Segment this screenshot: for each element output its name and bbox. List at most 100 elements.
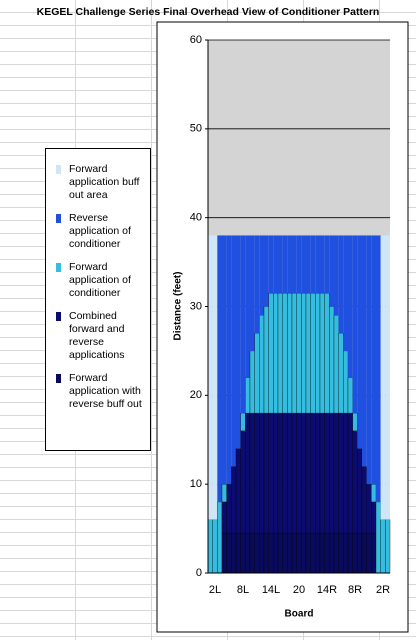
bar-segment bbox=[315, 235, 320, 294]
bar-segment bbox=[375, 501, 381, 574]
bar-segment bbox=[249, 412, 255, 534]
bar-segment bbox=[352, 412, 358, 432]
bar-segment bbox=[217, 501, 223, 574]
y-tick-label: 40 bbox=[190, 212, 202, 224]
bar-segment bbox=[287, 412, 293, 534]
bar-segment bbox=[245, 412, 251, 534]
legend: Forward application buff out area Reverse… bbox=[45, 148, 151, 451]
y-tick-label: 50 bbox=[190, 123, 202, 135]
bar-segment bbox=[338, 235, 344, 334]
bar-segment bbox=[259, 235, 264, 316]
bar-segment bbox=[352, 532, 358, 574]
bar-segment bbox=[282, 532, 288, 574]
bar-segment bbox=[352, 235, 358, 414]
legend-swatch bbox=[56, 374, 61, 383]
bar-segment bbox=[278, 235, 283, 294]
bar-segment bbox=[268, 532, 274, 574]
bar-segment bbox=[263, 412, 269, 534]
bar-segment bbox=[319, 412, 325, 534]
bar-segment bbox=[324, 292, 330, 414]
bar-segment bbox=[343, 412, 349, 534]
bar-segment bbox=[371, 501, 377, 534]
bar-segment bbox=[250, 235, 255, 351]
bar-segment bbox=[291, 292, 297, 414]
bar-segment bbox=[254, 332, 260, 414]
legend-swatch bbox=[56, 214, 61, 223]
bar-segment bbox=[305, 412, 311, 534]
bar-segment bbox=[320, 235, 325, 294]
x-tick-label: 2R bbox=[376, 584, 390, 596]
bar-segment bbox=[338, 332, 344, 414]
bar-segment bbox=[259, 315, 265, 414]
bar-segment bbox=[221, 532, 227, 574]
chart-title: KEGEL Challenge Series Final Overhead Vi… bbox=[37, 6, 380, 18]
bar-segment bbox=[333, 315, 339, 414]
x-tick-label: 14L bbox=[262, 584, 280, 596]
legend-item: Forward application of conditioner bbox=[52, 261, 146, 300]
legend-swatch bbox=[56, 263, 61, 272]
bar-segment bbox=[315, 412, 321, 534]
legend-swatch bbox=[56, 312, 61, 321]
x-tick-label: 8R bbox=[348, 584, 362, 596]
bar-segment bbox=[236, 235, 241, 449]
bar-segment bbox=[376, 235, 381, 502]
bar-segment bbox=[385, 235, 390, 520]
legend-swatch bbox=[56, 165, 61, 174]
x-tick-label: 8L bbox=[237, 584, 249, 596]
bar-segment bbox=[277, 412, 283, 534]
bar-segment bbox=[296, 412, 302, 534]
y-tick-label: 20 bbox=[190, 389, 202, 401]
bar-segment bbox=[310, 235, 316, 294]
bar-segment bbox=[222, 235, 227, 485]
legend-item: Combined forward and reverse application… bbox=[52, 310, 146, 362]
bar-segment bbox=[292, 235, 297, 294]
bar-segment bbox=[343, 532, 349, 574]
bar-segment bbox=[287, 235, 292, 294]
bar-segment bbox=[334, 235, 339, 316]
bar-segment bbox=[273, 235, 278, 294]
bar-segment bbox=[361, 466, 367, 534]
legend-label: Combined forward and reverse application… bbox=[69, 310, 125, 361]
bar-segment bbox=[357, 448, 363, 534]
bar-segment bbox=[296, 292, 302, 414]
bar-segment bbox=[226, 483, 232, 534]
bar-segment bbox=[277, 292, 283, 414]
bar-segment bbox=[324, 532, 330, 574]
x-tick-label: 2L bbox=[209, 584, 221, 596]
bar-segment bbox=[254, 235, 260, 334]
bar-segment bbox=[282, 292, 288, 414]
bar-segment bbox=[245, 532, 251, 574]
bar-segment bbox=[338, 532, 344, 574]
bar-segment bbox=[371, 235, 376, 485]
y-tick-label: 30 bbox=[190, 300, 202, 312]
bar-segment bbox=[221, 501, 227, 534]
bar-segment bbox=[254, 532, 260, 574]
bar-segment bbox=[277, 532, 283, 574]
legend-label: Forward application with reverse buff ou… bbox=[69, 372, 142, 410]
bar-segment bbox=[366, 483, 372, 534]
bar-segment bbox=[347, 412, 353, 534]
bar-segment bbox=[315, 292, 321, 414]
bar-segment bbox=[287, 292, 293, 414]
bar-segment bbox=[310, 292, 316, 414]
legend-label: Forward application of conditioner bbox=[69, 261, 131, 299]
bar-segment bbox=[282, 235, 288, 294]
bar-segment bbox=[212, 235, 218, 520]
bar-segment bbox=[366, 235, 372, 485]
bar-segment bbox=[249, 350, 255, 414]
bar-segment bbox=[362, 235, 367, 467]
y-axis-label: Distance (feet) bbox=[173, 272, 184, 341]
bar-segment bbox=[254, 412, 260, 534]
bar-segment bbox=[347, 532, 353, 574]
bar-segment bbox=[343, 235, 348, 351]
bar-segment bbox=[268, 412, 274, 534]
bar-segment bbox=[291, 532, 297, 574]
bar-segment bbox=[268, 292, 274, 414]
bar-segment bbox=[273, 292, 279, 414]
bar-segment bbox=[240, 412, 246, 432]
x-tick-label: 20 bbox=[293, 584, 305, 596]
bar-segment bbox=[208, 235, 213, 520]
bar-segment bbox=[226, 235, 232, 485]
bar-segment bbox=[315, 532, 321, 574]
